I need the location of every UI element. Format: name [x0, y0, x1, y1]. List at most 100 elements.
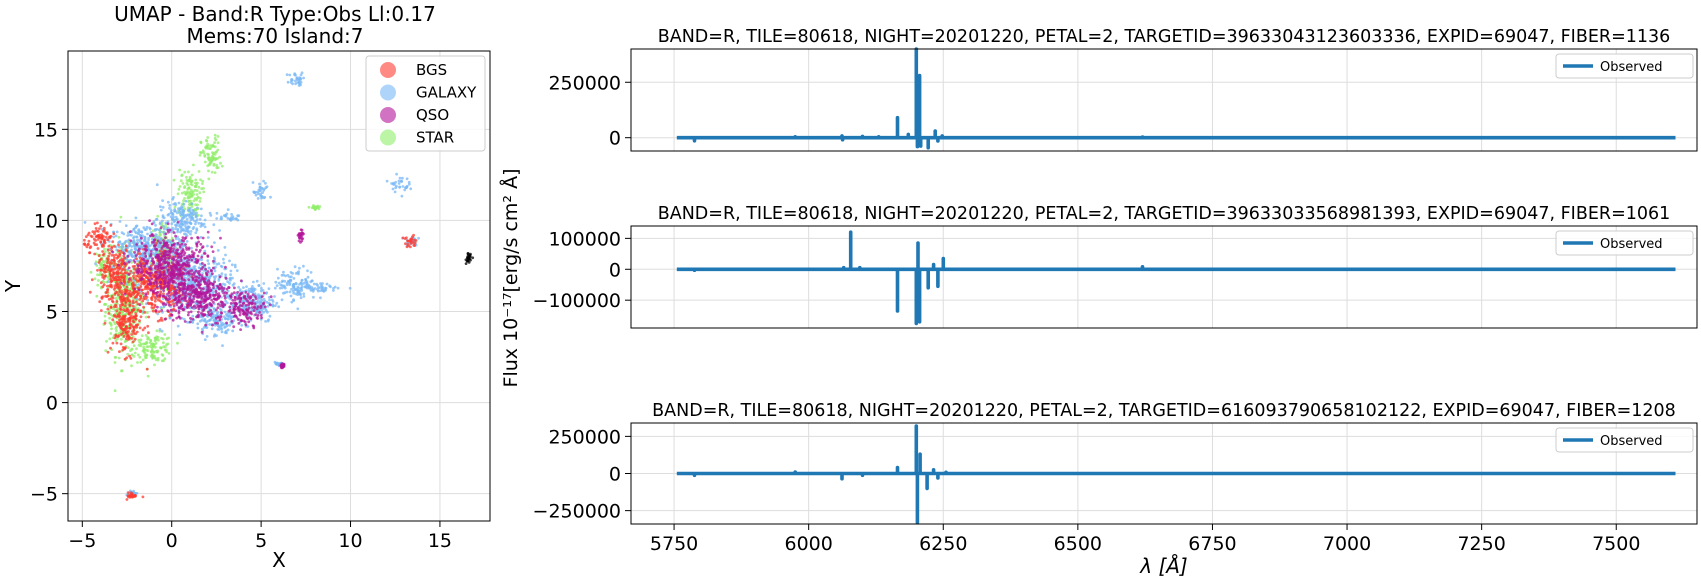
umap-point — [300, 279, 304, 282]
umap-point — [115, 271, 119, 275]
spectrum-y-tick-label: 250000 — [548, 72, 621, 94]
umap-point — [129, 294, 133, 298]
umap-point — [153, 339, 157, 343]
spectra-y-label: Flux 10⁻¹⁷[erg/s cm² Å] — [499, 169, 522, 388]
umap-point — [224, 317, 227, 321]
umap-point — [153, 244, 156, 248]
umap-point — [258, 311, 262, 314]
umap-point — [118, 321, 121, 324]
umap-point — [88, 251, 91, 255]
umap-point — [316, 206, 320, 210]
umap-point — [117, 334, 121, 337]
umap-point — [139, 284, 143, 288]
umap-point — [126, 352, 130, 356]
umap-point — [184, 243, 188, 246]
umap-point — [258, 182, 261, 186]
umap-point — [101, 243, 105, 247]
umap-point — [93, 232, 96, 236]
umap-point — [203, 294, 207, 297]
umap-point — [253, 295, 257, 298]
umap-point — [259, 289, 263, 293]
umap-series-unlabeled — [464, 252, 475, 265]
umap-point — [264, 181, 267, 185]
umap-point — [164, 221, 168, 225]
umap-point — [95, 294, 99, 298]
umap-point — [202, 187, 205, 190]
umap-point — [219, 217, 223, 221]
umap-title: UMAP - Band:R Type:Obs Ll:0.17 — [114, 2, 436, 26]
umap-point — [209, 274, 212, 277]
umap-point — [224, 325, 227, 329]
umap-point — [147, 315, 151, 319]
umap-point — [224, 299, 228, 303]
umap-point — [186, 285, 189, 289]
umap-point — [125, 327, 129, 330]
umap-point — [283, 291, 287, 295]
umap-point — [189, 222, 193, 226]
umap-point — [128, 244, 132, 247]
umap-point — [144, 254, 148, 258]
umap-point — [190, 272, 194, 276]
umap-point — [189, 294, 193, 297]
umap-point — [159, 205, 162, 209]
umap-point — [189, 316, 192, 320]
umap-point — [132, 344, 136, 348]
umap-point — [170, 257, 174, 261]
umap-point — [226, 217, 230, 220]
umap-point — [121, 259, 125, 262]
umap-point — [159, 286, 163, 290]
umap-point — [149, 271, 152, 275]
umap-point — [230, 213, 234, 216]
umap-point — [136, 292, 140, 296]
spectrum-legend-label: Observed — [1600, 60, 1663, 75]
umap-point — [157, 310, 161, 313]
umap-point — [155, 241, 158, 245]
umap-point — [140, 267, 143, 271]
umap-point — [137, 338, 141, 342]
umap-point — [241, 312, 245, 315]
spectrum-x-tick-label: 6750 — [1188, 533, 1236, 555]
umap-point — [270, 298, 274, 302]
umap-point — [115, 283, 119, 287]
umap-point — [197, 283, 200, 287]
umap-point — [110, 265, 114, 269]
umap-point — [200, 255, 204, 259]
umap-point — [164, 345, 167, 349]
umap-point — [113, 245, 116, 248]
umap-point — [273, 286, 277, 290]
umap-point — [105, 339, 108, 343]
umap-point — [247, 320, 251, 324]
umap-point — [101, 259, 105, 263]
umap-point — [181, 182, 185, 185]
umap-point — [199, 242, 203, 246]
umap-point — [211, 155, 215, 159]
umap-point — [207, 306, 211, 310]
umap-point — [163, 357, 167, 361]
umap-point — [225, 287, 229, 291]
umap-point — [109, 277, 113, 281]
umap-point — [133, 287, 137, 291]
umap-point — [104, 274, 107, 277]
umap-point — [120, 292, 124, 295]
umap-point — [215, 163, 219, 167]
umap-point — [207, 262, 211, 266]
umap-point — [409, 187, 413, 191]
umap-point — [185, 179, 189, 182]
umap-point — [153, 238, 157, 242]
umap-point — [132, 278, 136, 282]
spectrum-y-tick-label: −250000 — [533, 501, 621, 523]
umap-point — [135, 325, 139, 329]
umap-point — [417, 236, 420, 240]
umap-point — [190, 250, 194, 254]
umap-point — [115, 230, 119, 234]
umap-point — [121, 295, 125, 299]
umap-point — [136, 259, 139, 263]
umap-point — [141, 358, 145, 362]
umap-point — [208, 144, 212, 148]
umap-point — [97, 234, 100, 237]
legend-marker-star — [380, 129, 396, 146]
umap-point — [126, 346, 130, 349]
umap-point — [106, 238, 110, 242]
umap-point — [183, 257, 187, 260]
umap-point — [288, 281, 292, 285]
